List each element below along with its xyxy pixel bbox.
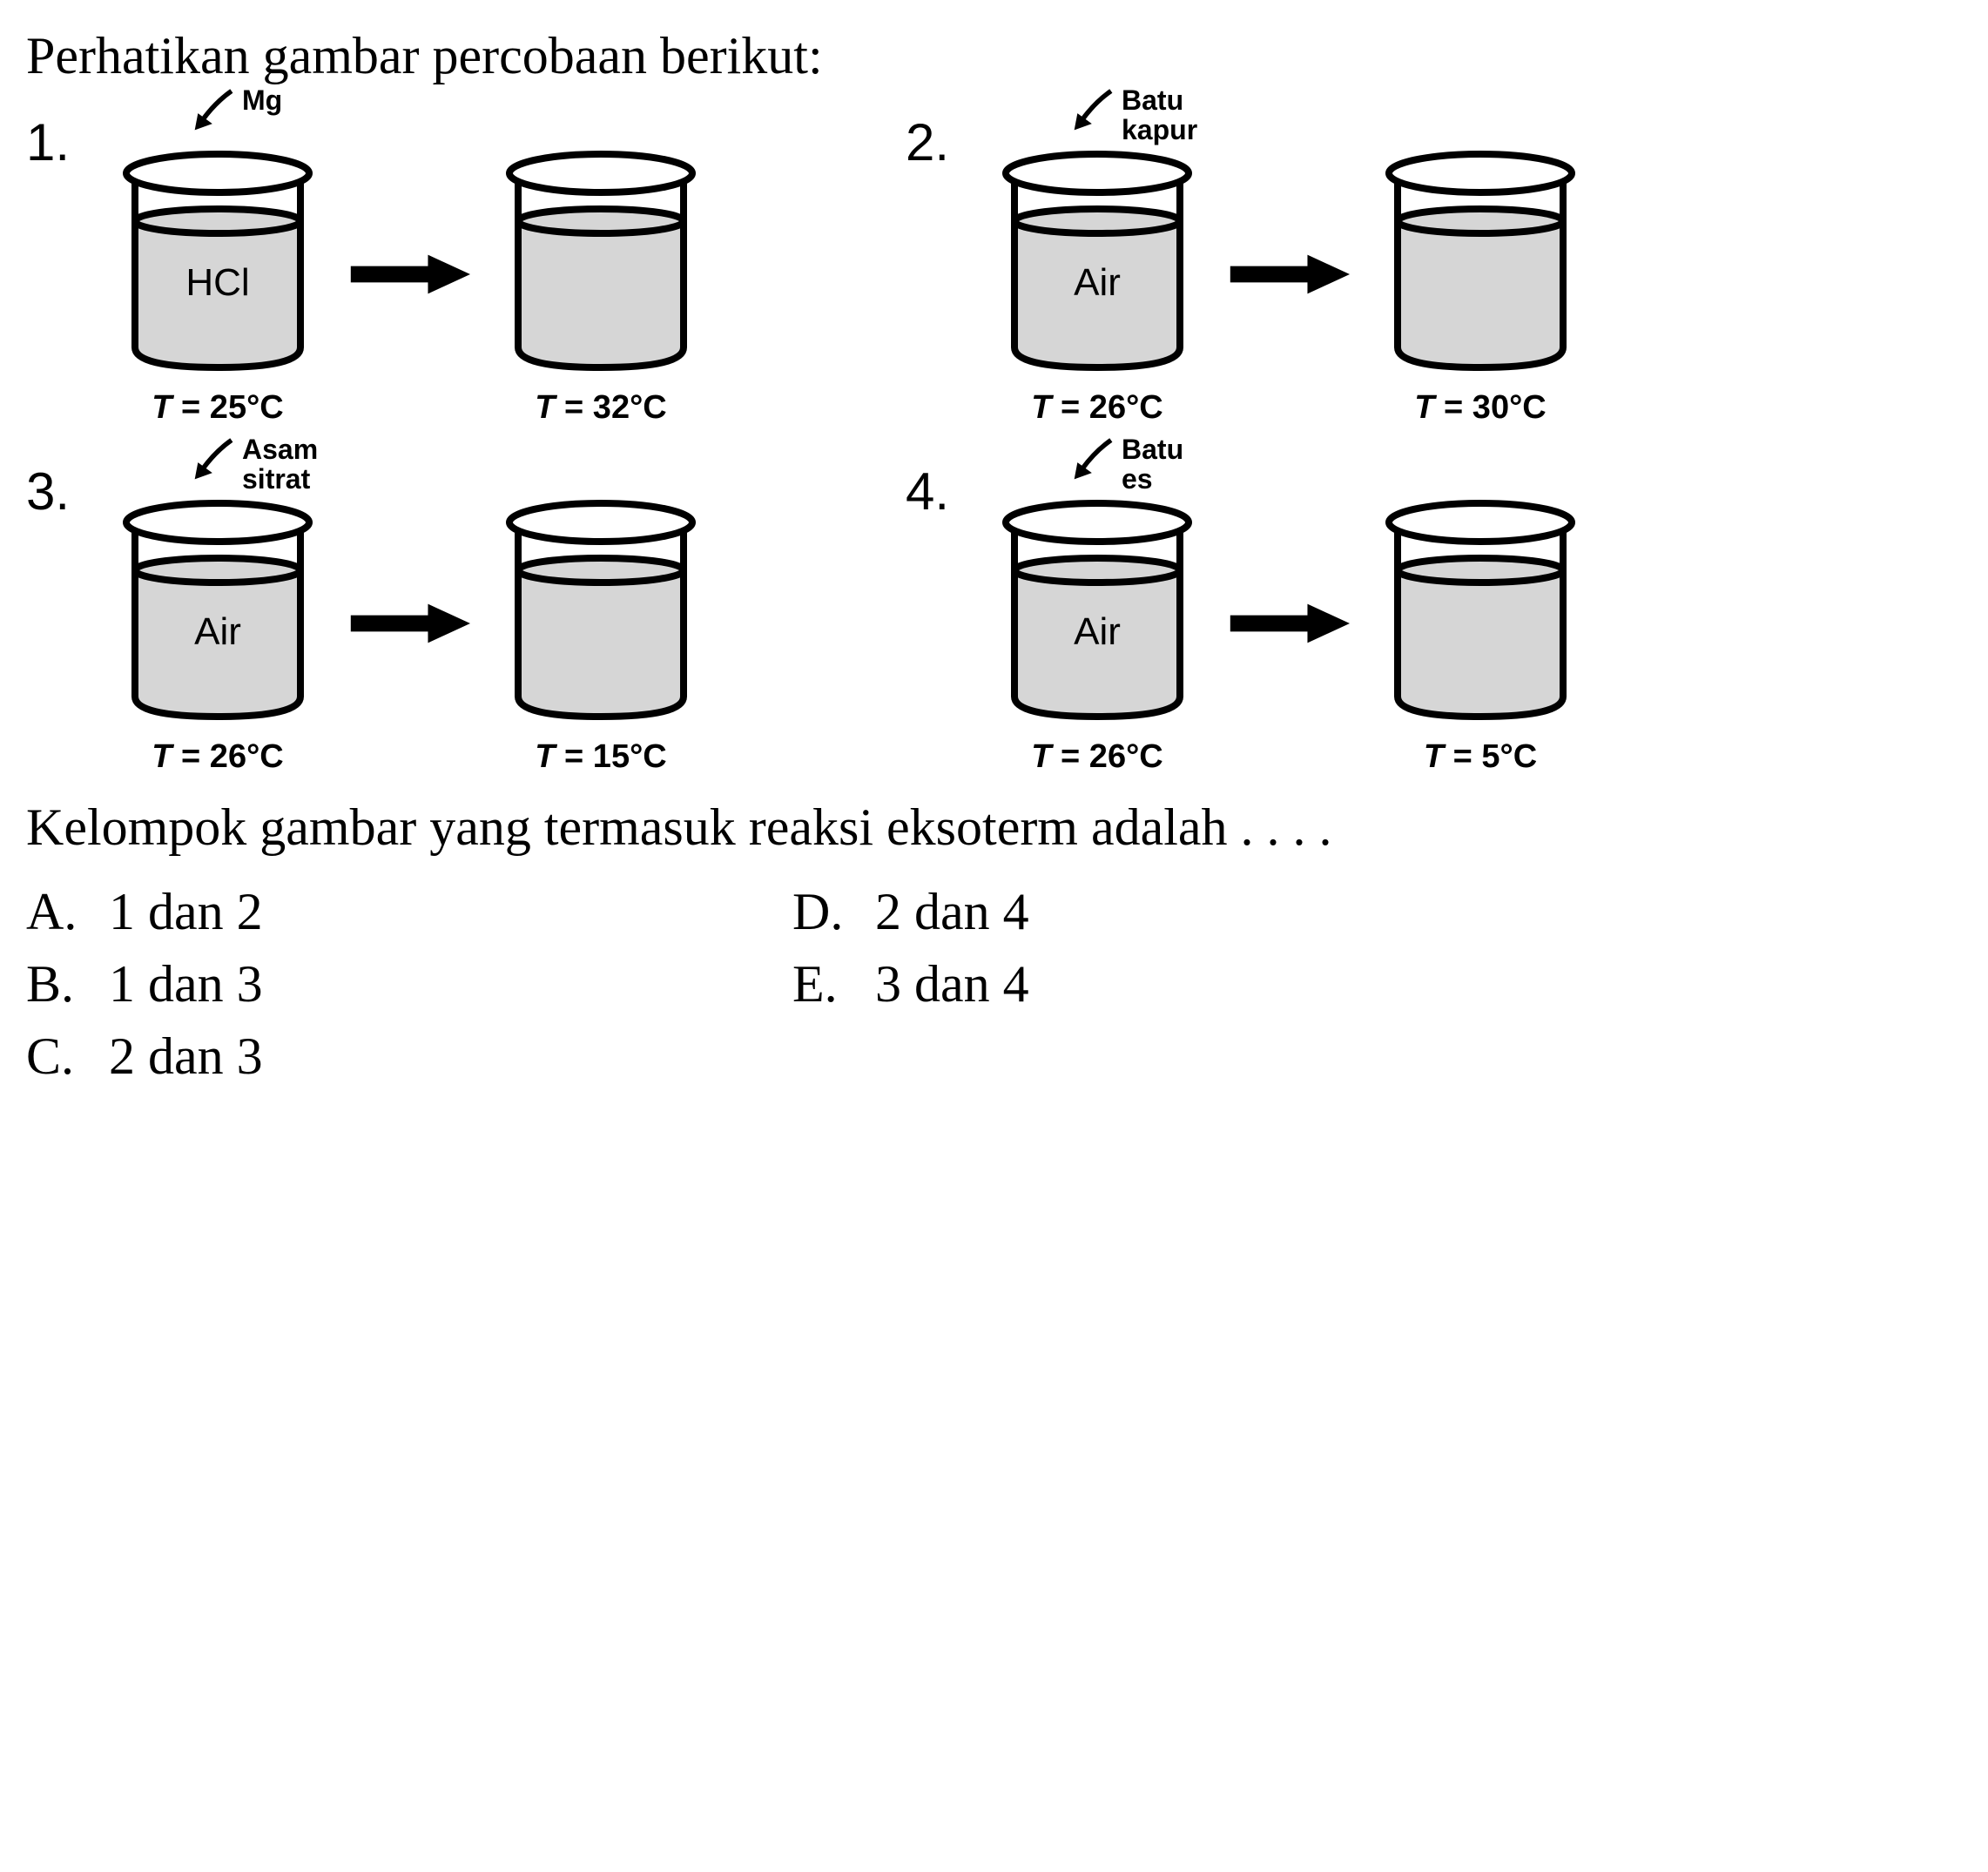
beaker-icon [1358,104,1602,382]
beaker-icon: Air [975,104,1219,382]
beaker-icon: HCl [96,104,340,382]
temp-after: T = 5°C [1424,738,1537,776]
option-b[interactable]: B. 1 dan 3 [26,954,740,1014]
svg-text:Air: Air [194,610,241,653]
beaker-before: Mg HCl T = 25°C [96,104,340,427]
additive-label: Batukapur [1071,86,1197,145]
page-container: Perhatikan gambar percobaan berikut: 1. … [26,26,1768,1087]
additive-text: Asamsitrat [242,435,318,494]
temp-before: T = 26°C [152,738,283,776]
experiment-number: 3. [26,461,70,522]
option-e[interactable]: E. 3 dan 4 [792,954,1506,1014]
arrow-right-icon [348,576,470,654]
option-text: 1 dan 3 [109,954,263,1014]
option-d[interactable]: D. 2 dan 4 [792,882,1506,942]
temp-after: T = 30°C [1414,389,1546,427]
beaker-after: T = 32°C [479,104,723,427]
experiment-2: 2. Batukapur Air T = 26°C [906,104,1768,427]
experiment-number: 1. [26,112,70,172]
additive-arrow-icon [1071,86,1119,138]
additive-text: Batukapur [1122,86,1197,145]
beaker-after: T = 5°C [1358,453,1602,776]
additive-label: Batues [1071,435,1183,494]
experiment-1: 1. Mg HCl T = 25°C [26,104,888,427]
additive-arrow-icon [192,86,239,138]
beaker-icon: Air [96,453,340,731]
additive-label: Mg [192,86,282,138]
beaker-before: Batues Air T = 26°C [975,453,1219,776]
experiment-number: 2. [906,112,949,172]
svg-text:Air: Air [1074,610,1121,653]
additive-arrow-icon [1071,435,1119,488]
option-letter: E. [792,954,845,1014]
experiments-grid: 1. Mg HCl T = 25°C [26,104,1768,776]
beaker-before: Batukapur Air T = 26°C [975,104,1219,427]
option-letter: B. [26,954,78,1014]
additive-label: Asamsitrat [192,435,318,494]
arrow-right-icon [1228,576,1350,654]
arrow-right-icon [1228,226,1350,305]
option-letter: C. [26,1027,78,1087]
option-text: 2 dan 4 [875,882,1029,942]
temp-before: T = 25°C [152,389,283,427]
beaker-after: T = 15°C [479,453,723,776]
arrow-right-icon [348,226,470,305]
option-letter: D. [792,882,845,942]
temp-after: T = 15°C [535,738,666,776]
beaker-icon [479,104,723,382]
beaker-before: Asamsitrat Air T = 26°C [96,453,340,776]
temp-before: T = 26°C [1031,389,1162,427]
experiment-number: 4. [906,461,949,522]
beaker-after: T = 30°C [1358,104,1602,427]
additive-arrow-icon [192,435,239,488]
option-c[interactable]: C. 2 dan 3 [26,1027,740,1087]
beaker-icon [1358,453,1602,731]
options-grid: A. 1 dan 2 D. 2 dan 4 B. 1 dan 3 E. 3 da… [26,882,1506,1087]
option-a[interactable]: A. 1 dan 2 [26,882,740,942]
additive-text: Mg [242,86,282,116]
beaker-icon: Air [975,453,1219,731]
beaker-icon [479,453,723,731]
experiment-4: 4. Batues Air T = 26°C [906,453,1768,776]
option-text: 1 dan 2 [109,882,263,942]
option-text: 3 dan 4 [875,954,1029,1014]
temp-after: T = 32°C [535,389,666,427]
question-text: Kelompok gambar yang termasuk reaksi eks… [26,793,1768,861]
svg-text:Air: Air [1074,261,1121,304]
svg-text:HCl: HCl [185,261,249,304]
temp-before: T = 26°C [1031,738,1162,776]
additive-text: Batues [1122,435,1183,494]
option-text: 2 dan 3 [109,1027,263,1087]
page-title: Perhatikan gambar percobaan berikut: [26,26,1768,86]
experiment-3: 3. Asamsitrat Air T = 26°C [26,453,888,776]
option-letter: A. [26,882,78,942]
